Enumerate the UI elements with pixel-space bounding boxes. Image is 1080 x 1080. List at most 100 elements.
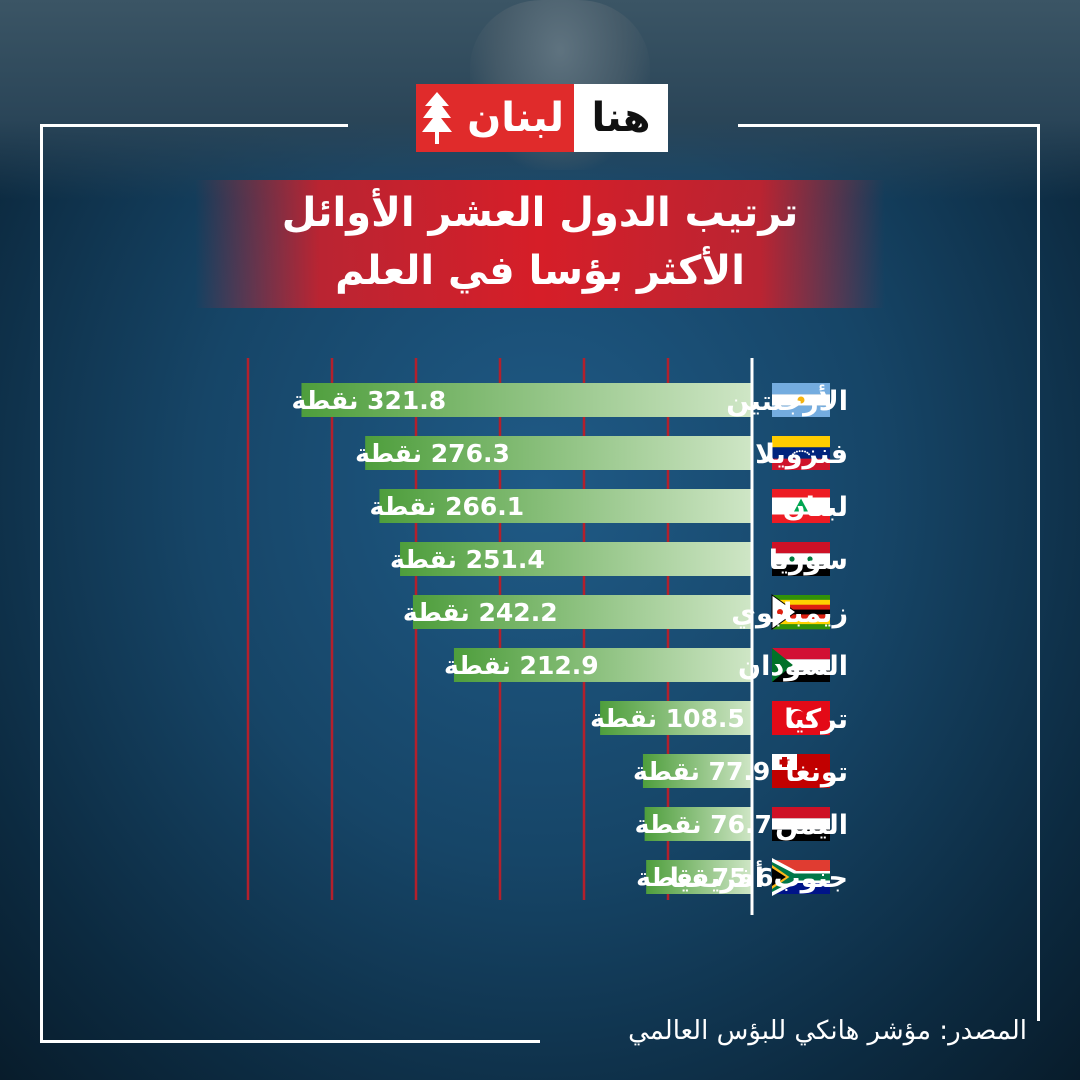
country-name-10: جنوب أفريقيا bbox=[670, 860, 848, 894]
logo-white-part: هنا bbox=[574, 84, 668, 152]
flag-triangle-black bbox=[772, 868, 786, 886]
country-name-3: لبنان bbox=[783, 492, 848, 523]
flag-part bbox=[772, 542, 830, 554]
sudan-flag-icon bbox=[772, 648, 830, 682]
flag-sun bbox=[797, 396, 805, 404]
flag-part bbox=[772, 818, 830, 830]
flag-star bbox=[801, 450, 804, 453]
bar-10 bbox=[646, 860, 752, 894]
flag-part bbox=[772, 599, 830, 606]
country-name-2: فنزويلا bbox=[755, 439, 848, 470]
country-names-group: الأرجنتين فنزويلا لبنان سوريا زيمبابوي السودا… bbox=[670, 384, 848, 894]
yemen-flag-icon bbox=[772, 807, 830, 841]
value-label-3: 266.1 نقطة bbox=[369, 492, 524, 521]
flag-star bbox=[807, 556, 813, 562]
venezuela-flag-icon bbox=[772, 436, 830, 470]
flag-star bbox=[789, 556, 795, 562]
flag-part bbox=[772, 458, 830, 470]
cedar-icon bbox=[422, 92, 452, 144]
flag-part bbox=[772, 595, 830, 601]
flag-star bbox=[804, 450, 807, 453]
title-band bbox=[195, 180, 885, 308]
syria-flag-icon bbox=[772, 542, 830, 576]
flag-part bbox=[772, 514, 830, 523]
title-line-1: ترتيب الدول العشر الأوائل bbox=[281, 190, 799, 236]
flag-star bbox=[777, 609, 783, 615]
flag-cross bbox=[779, 759, 790, 765]
frame-top-right bbox=[738, 124, 1040, 127]
tonga-flag-icon bbox=[772, 754, 830, 788]
value-label-5: 242.2 نقطة bbox=[403, 598, 558, 627]
flag-part bbox=[772, 436, 830, 448]
value-label-1: 321.8 نقطة bbox=[291, 386, 446, 415]
flags-group bbox=[771, 383, 830, 896]
logo-text-lebanon: لبنان bbox=[467, 95, 564, 141]
country-name-6: السودان bbox=[738, 651, 848, 682]
flag-crescent-cut bbox=[791, 710, 806, 726]
bar-7 bbox=[600, 701, 752, 735]
flag-star bbox=[793, 451, 796, 454]
flag-part bbox=[772, 447, 830, 459]
flag-star bbox=[798, 450, 801, 453]
bar-3 bbox=[379, 489, 752, 523]
flag-part bbox=[772, 619, 830, 625]
frame-left bbox=[40, 124, 43, 1043]
source-text: المصدر: مؤشر هانكي للبؤس العالمي bbox=[628, 1016, 1027, 1046]
country-name-5: زيمبابوي bbox=[731, 598, 848, 629]
flag-part bbox=[772, 489, 830, 498]
bar-9 bbox=[644, 807, 752, 841]
country-name-4: سوريا bbox=[769, 545, 848, 576]
turkey-flag-icon bbox=[772, 701, 830, 735]
value-label-9: 76.7 نقطة bbox=[635, 810, 772, 839]
argentina-flag-icon bbox=[772, 383, 830, 417]
flag-triangle bbox=[772, 648, 793, 682]
logo: لبنان هنا bbox=[416, 84, 668, 152]
bar-6 bbox=[453, 648, 752, 682]
flag-star bbox=[806, 715, 812, 721]
flag-part bbox=[772, 670, 830, 682]
bars-group bbox=[301, 383, 752, 894]
flag-part bbox=[772, 614, 830, 620]
value-labels-group: 321.8 نقطة 276.3 نقطة 266.1 نقطة 251.4 نقطة… bbox=[291, 386, 773, 892]
value-label-4: 251.4 نقطة bbox=[390, 545, 545, 574]
bar-5 bbox=[412, 595, 752, 629]
bar-2 bbox=[365, 436, 752, 470]
value-label-2: 276.3 نقطة bbox=[355, 439, 510, 468]
flag-star bbox=[791, 453, 794, 456]
flag-star bbox=[795, 450, 798, 453]
title-line-2: الأكثر بؤسا في العلم bbox=[335, 248, 745, 294]
flag-part bbox=[772, 807, 830, 819]
bar-8 bbox=[642, 754, 752, 788]
value-label-7: 108.5 نقطة bbox=[590, 704, 745, 733]
value-label-8: 77.9 نقطة bbox=[633, 757, 770, 786]
flag-part bbox=[772, 659, 830, 671]
logo-text-here: هنا bbox=[591, 95, 651, 141]
flag-part bbox=[772, 383, 830, 395]
frame-top-left bbox=[40, 124, 348, 127]
flag-part bbox=[772, 873, 830, 881]
country-name-1: الأرجنتين bbox=[726, 384, 848, 417]
frame-right bbox=[1037, 124, 1040, 1021]
south-africa-flag-icon bbox=[772, 858, 830, 896]
country-name-7: تركيا bbox=[784, 704, 848, 735]
flag-part bbox=[772, 829, 830, 841]
zimbabwe-flag-icon bbox=[771, 594, 830, 630]
flag-cedar bbox=[794, 498, 808, 512]
lebanon-flag-icon bbox=[772, 489, 830, 523]
flag-triangle bbox=[771, 594, 797, 630]
value-label-10: 75.6 نقطة bbox=[636, 863, 773, 892]
country-name-9: اليمن bbox=[775, 810, 848, 841]
bar-1 bbox=[301, 383, 752, 417]
bar-4 bbox=[400, 542, 752, 576]
flag-part bbox=[772, 564, 830, 576]
flag-star bbox=[808, 453, 811, 456]
value-label-6: 212.9 نقطة bbox=[444, 651, 599, 680]
flag-part bbox=[772, 553, 830, 565]
country-name-8: تونغا bbox=[785, 757, 848, 788]
flag-part bbox=[772, 624, 830, 630]
frame-bottom bbox=[40, 1040, 540, 1043]
flag-star bbox=[806, 451, 809, 454]
flag-part bbox=[772, 405, 830, 417]
flag-part bbox=[772, 648, 830, 660]
